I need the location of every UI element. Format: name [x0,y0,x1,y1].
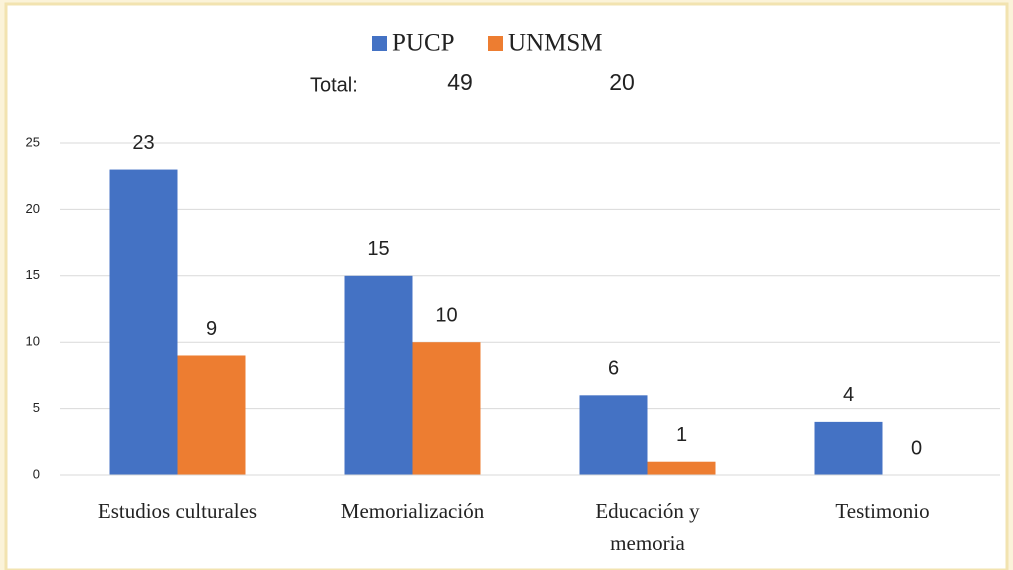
data-label: 23 [132,132,154,154]
x-tick-label: Testimonio [835,499,929,523]
bar [344,275,413,475]
bar [177,355,246,475]
y-tick-label: 20 [26,201,40,216]
data-label: 6 [608,358,619,380]
y-tick-label: 0 [33,466,40,481]
bar [412,342,481,475]
total-value: 20 [609,69,635,95]
totals-label: Total: [310,74,358,96]
bar [814,421,883,475]
data-label: 0 [911,437,922,459]
x-tick-label: Memorialización [341,499,485,523]
x-tick-label: Estudios culturales [98,499,257,523]
data-label: 4 [843,384,854,406]
total-value: 49 [447,69,473,95]
x-tick-label: Educación y memoria [595,499,700,555]
bar [109,169,178,475]
data-label: 9 [206,318,217,340]
legend-label: UNMSM [508,30,602,57]
y-tick-label: 10 [26,334,40,349]
legend-swatch [372,36,387,51]
y-tick-label: 15 [26,267,40,282]
legend-label: PUCP [392,30,455,57]
data-label: 1 [676,424,687,446]
legend-swatch [488,36,503,51]
y-tick-label: 25 [26,134,40,149]
bar [647,461,716,475]
data-label: 10 [435,304,457,326]
y-tick-label: 5 [33,400,40,415]
data-label: 15 [367,238,389,260]
bar [579,395,648,475]
